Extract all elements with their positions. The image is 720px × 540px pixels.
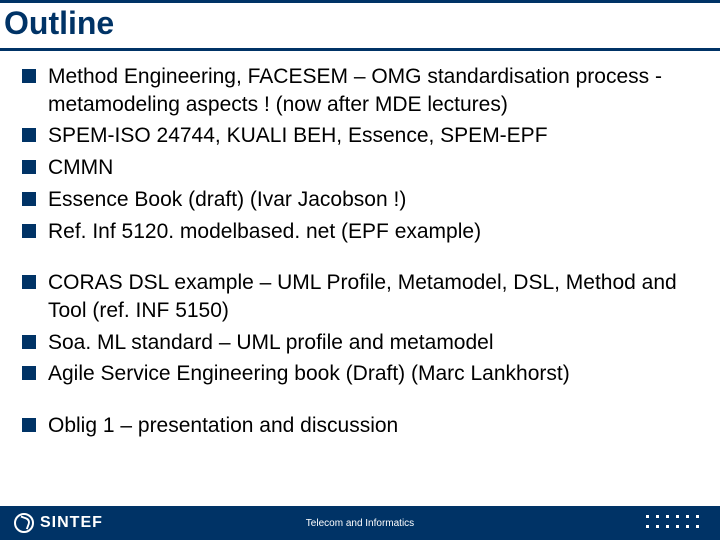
square-bullet-icon xyxy=(22,224,36,238)
bullet-item: Essence Book (draft) (Ivar Jacobson !) xyxy=(22,186,702,214)
footer-center-text: Telecom and Informatics xyxy=(306,518,414,529)
bullet-text: CMMN xyxy=(48,154,113,182)
bullet-text: CORAS DSL example – UML Profile, Metamod… xyxy=(48,269,702,324)
bullet-item: Soa. ML standard – UML profile and metam… xyxy=(22,329,702,357)
slide: Outline Method Engineering, FACESEM – OM… xyxy=(0,0,720,540)
bullet-item: Ref. Inf 5120. modelbased. net (EPF exam… xyxy=(22,218,702,246)
footer-bar: SINTEF Telecom and Informatics xyxy=(0,506,720,540)
bullet-item: CORAS DSL example – UML Profile, Metamod… xyxy=(22,269,702,324)
square-bullet-icon xyxy=(22,335,36,349)
bullet-item: Oblig 1 – presentation and discussion xyxy=(22,412,702,440)
bullet-group-0: Method Engineering, FACESEM – OMG standa… xyxy=(22,63,702,245)
bullet-text: Oblig 1 – presentation and discussion xyxy=(48,412,398,440)
bullet-group-1: CORAS DSL example – UML Profile, Metamod… xyxy=(22,269,702,388)
logo-circle-icon xyxy=(14,513,34,533)
square-bullet-icon xyxy=(22,275,36,289)
bullet-text: Soa. ML standard – UML profile and metam… xyxy=(48,329,494,357)
square-bullet-icon xyxy=(22,418,36,432)
bullet-text: SPEM-ISO 24744, KUALI BEH, Essence, SPEM… xyxy=(48,122,548,150)
bullet-item: CMMN xyxy=(22,154,702,182)
bullet-item: Agile Service Engineering book (Draft) (… xyxy=(22,360,702,388)
bullet-text: Essence Book (draft) (Ivar Jacobson !) xyxy=(48,186,406,214)
bullet-text: Method Engineering, FACESEM – OMG standa… xyxy=(48,63,702,118)
square-bullet-icon xyxy=(22,69,36,83)
bullet-text: Ref. Inf 5120. modelbased. net (EPF exam… xyxy=(48,218,481,246)
square-bullet-icon xyxy=(22,160,36,174)
sintef-logo: SINTEF xyxy=(14,513,103,533)
bullet-text: Agile Service Engineering book (Draft) (… xyxy=(48,360,570,388)
bullet-item: Method Engineering, FACESEM – OMG standa… xyxy=(22,63,702,118)
slide-content: Method Engineering, FACESEM – OMG standa… xyxy=(0,51,720,440)
slide-title: Outline xyxy=(0,3,720,48)
bullet-group-2: Oblig 1 – presentation and discussion xyxy=(22,412,702,440)
footer-dots-icon xyxy=(646,515,702,531)
bullet-item: SPEM-ISO 24744, KUALI BEH, Essence, SPEM… xyxy=(22,122,702,150)
square-bullet-icon xyxy=(22,128,36,142)
square-bullet-icon xyxy=(22,192,36,206)
logo-text: SINTEF xyxy=(40,514,103,532)
square-bullet-icon xyxy=(22,366,36,380)
